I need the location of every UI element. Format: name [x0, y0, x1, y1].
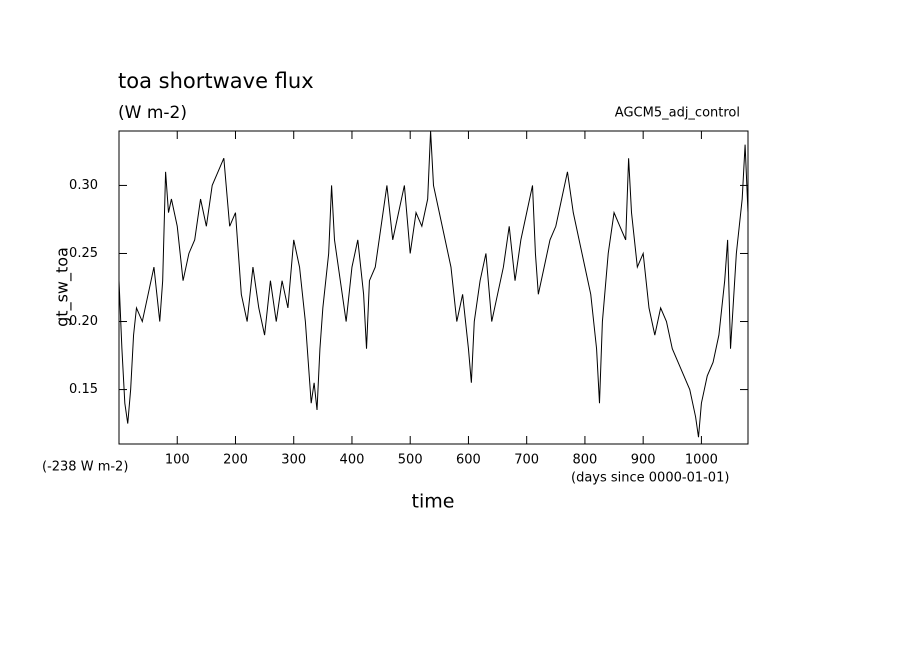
y-tick-label: 0.25 [69, 246, 98, 261]
y-offset-note: (-238 W m-2) [42, 460, 128, 475]
x-tick-label: 600 [456, 453, 481, 468]
x-tick-label: 400 [340, 453, 365, 468]
x-axis-label: time [412, 491, 455, 513]
x-tick-label: 800 [573, 453, 598, 468]
y-axis-label: gt_sw_toa [53, 247, 73, 327]
y-tick-label: 0.30 [69, 178, 98, 193]
y-tick-label: 0.20 [69, 314, 98, 329]
chart-title: toa shortwave flux [118, 69, 314, 93]
data-line [118, 130, 749, 438]
x-tick-label: 100 [165, 453, 190, 468]
run-name: AGCM5_adj_control [615, 106, 740, 121]
x-tick-label: 300 [281, 453, 306, 468]
x-tick-label: 900 [631, 453, 656, 468]
x-tick-label: 700 [514, 453, 539, 468]
y-tick-label: 0.15 [69, 382, 98, 397]
x-tick-label: 200 [223, 453, 248, 468]
x-unit-note: (days since 0000-01-01) [571, 471, 729, 486]
x-tick-label: 500 [398, 453, 423, 468]
x-tick-label: 1000 [685, 453, 718, 468]
chart-subtitle: (W m-2) [118, 103, 187, 123]
